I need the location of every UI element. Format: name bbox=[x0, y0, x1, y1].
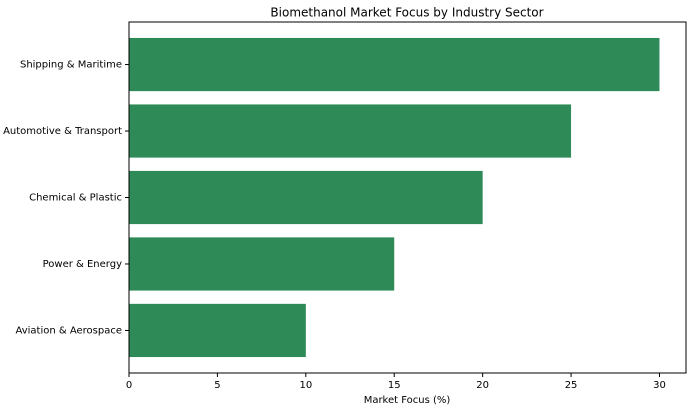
plot-frame bbox=[128, 21, 687, 374]
y-tick-label: Shipping & Maritime bbox=[20, 60, 122, 71]
bar bbox=[129, 37, 660, 92]
x-tick-label: 15 bbox=[388, 380, 401, 391]
bar bbox=[129, 237, 395, 291]
bar bbox=[129, 170, 483, 225]
y-tick-label: Chemical & Plastic bbox=[29, 193, 122, 204]
x-tick-label: 5 bbox=[214, 380, 220, 391]
chart-title: Biomethanol Market Focus by Industry Sec… bbox=[270, 6, 543, 20]
x-tick-label: 10 bbox=[299, 380, 312, 391]
x-tick-label: 0 bbox=[126, 380, 132, 391]
x-tick-label: 30 bbox=[653, 380, 666, 391]
y-tick-label: Aviation & Aerospace bbox=[15, 325, 122, 336]
x-tick-label: 20 bbox=[476, 380, 489, 391]
bar bbox=[129, 303, 306, 358]
y-tick-label: Automotive & Transport bbox=[3, 126, 122, 137]
bar bbox=[129, 104, 572, 158]
x-tick-label: 25 bbox=[565, 380, 578, 391]
x-axis-label: Market Focus (%) bbox=[364, 395, 451, 406]
y-tick-label: Power & Energy bbox=[43, 259, 122, 270]
